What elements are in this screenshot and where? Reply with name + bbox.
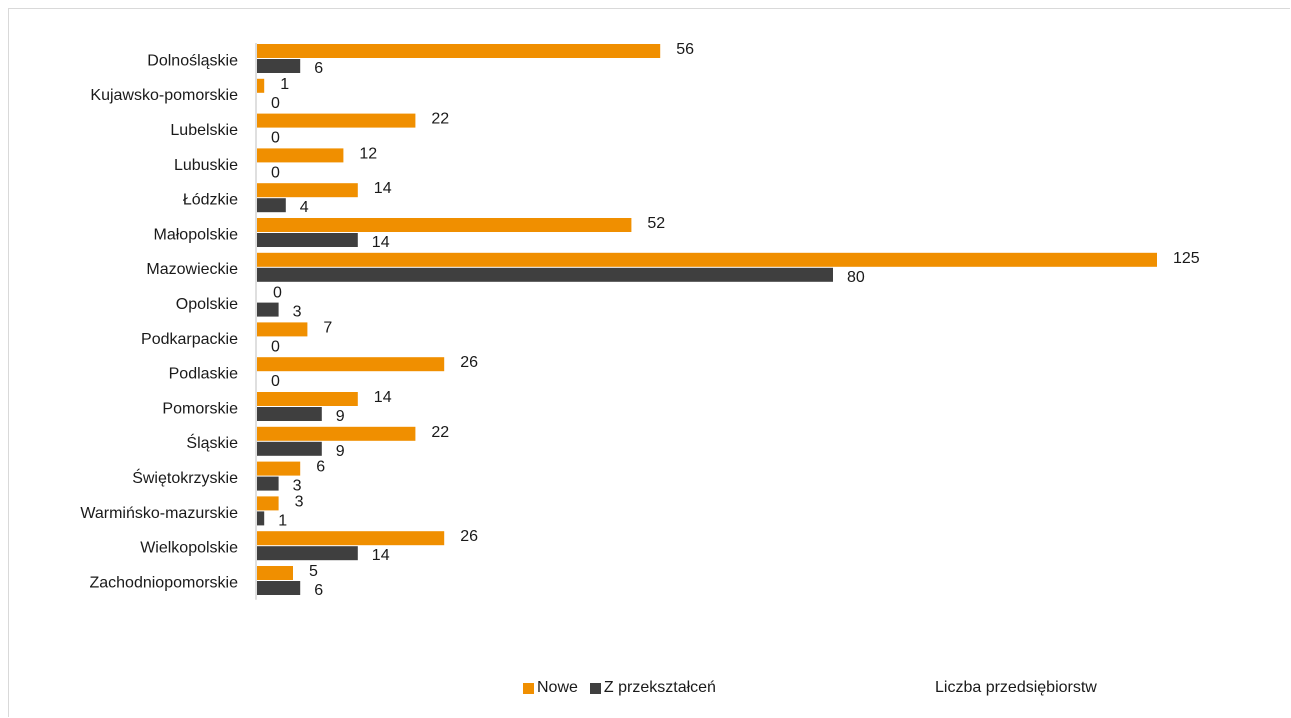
chart-frame — [8, 8, 1290, 717]
value-label-z-przeksztalcen-dolnoslaskie: 6 — [314, 60, 323, 77]
value-label-z-przeksztalcen-wielkopolskie: 14 — [372, 547, 390, 564]
legend-item-z-przeksztalcen: Z przekształceń — [589, 679, 716, 697]
value-label-z-przeksztalcen-lubuskie: 0 — [271, 164, 280, 181]
value-label-nowe-mazowieckie: 125 — [1173, 250, 1200, 267]
bar-z-przeksztalcen-swietokrzyskie — [257, 476, 279, 491]
bar-nowe-slaskie — [257, 426, 416, 441]
category-label-opolskie: Opolskie — [176, 296, 238, 313]
value-label-nowe-warminsko-mazurskie: 3 — [295, 493, 304, 510]
category-label-swietokrzyskie: Świętokrzyskie — [132, 468, 238, 487]
value-label-nowe-lubuskie: 12 — [359, 145, 377, 162]
category-label-malopolskie: Małopolskie — [154, 226, 239, 243]
value-label-z-przeksztalcen-pomorskie: 9 — [336, 408, 345, 425]
bar-z-przeksztalcen-mazowieckie — [257, 267, 833, 282]
bar-nowe-kujawsko-pomorskie — [257, 78, 265, 93]
value-label-z-przeksztalcen-mazowieckie: 80 — [847, 269, 865, 286]
value-label-z-przeksztalcen-warminsko-mazurskie: 1 — [278, 512, 287, 529]
value-label-z-przeksztalcen-opolskie: 3 — [293, 304, 302, 321]
value-label-z-przeksztalcen-swietokrzyskie: 3 — [293, 478, 302, 495]
value-label-nowe-zachodniopomorskie: 5 — [309, 563, 318, 580]
bar-nowe-malopolskie — [257, 218, 632, 232]
value-label-nowe-opolskie: 0 — [273, 285, 282, 302]
axis-title: Liczba przedsiębiorstw — [935, 679, 1097, 696]
value-label-z-przeksztalcen-podlaskie: 0 — [271, 373, 280, 390]
bar-z-przeksztalcen-dolnoslaskie — [257, 59, 301, 73]
category-label-zachodniopomorskie: Zachodniopomorskie — [89, 574, 238, 591]
bar-nowe-podkarpackie — [257, 322, 308, 337]
bar-z-przeksztalcen-wielkopolskie — [257, 546, 358, 561]
legend: Nowe Z przekształceń — [523, 679, 728, 697]
value-label-nowe-malopolskie: 52 — [647, 215, 665, 232]
category-label-podlaskie: Podlaskie — [169, 366, 238, 383]
category-label-pomorskie: Pomorskie — [162, 400, 238, 417]
bar-nowe-podlaskie — [257, 357, 445, 372]
category-label-lodzkie: Łódzkie — [183, 192, 238, 209]
legend-label-z-przeksztalcen: Z przekształceń — [603, 679, 716, 696]
category-label-wielkopolskie: Wielkopolskie — [140, 540, 238, 557]
value-label-nowe-slaskie: 22 — [431, 424, 449, 441]
bar-nowe-swietokrzyskie — [257, 461, 301, 476]
legend-label-nowe: Nowe — [537, 679, 578, 696]
value-label-nowe-swietokrzyskie: 6 — [316, 459, 325, 476]
value-label-nowe-podkarpackie: 7 — [323, 319, 332, 336]
bar-nowe-dolnoslaskie — [257, 44, 661, 58]
value-label-z-przeksztalcen-podkarpackie: 0 — [271, 338, 280, 355]
category-label-lubuskie: Lubuskie — [174, 157, 238, 174]
bar-nowe-lubelskie — [257, 113, 416, 128]
value-label-nowe-pomorskie: 14 — [374, 389, 392, 406]
value-label-z-przeksztalcen-malopolskie: 14 — [372, 234, 390, 251]
bar-nowe-pomorskie — [257, 392, 358, 406]
value-label-z-przeksztalcen-slaskie: 9 — [336, 443, 345, 460]
value-label-z-przeksztalcen-zachodniopomorskie: 6 — [314, 582, 323, 599]
bar-nowe-lubuskie — [257, 148, 344, 163]
legend-swatch-nowe — [523, 682, 534, 694]
bar-nowe-mazowieckie — [257, 252, 1157, 267]
category-label-lubelskie: Lubelskie — [170, 122, 238, 139]
bar-z-przeksztalcen-pomorskie — [257, 407, 322, 421]
bar-z-przeksztalcen-lodzkie — [257, 198, 286, 213]
category-label-dolnoslaskie: Dolnośląskie — [147, 52, 238, 69]
category-labels: Dolnośląskie Kujawsko-pomorskie Lubelskie L… — [80, 52, 238, 591]
value-label-z-przeksztalcen-lubelskie: 0 — [271, 130, 280, 147]
bar-nowe-warminsko-mazurskie — [257, 496, 279, 511]
bar-nowe-zachodniopomorskie — [257, 566, 293, 580]
category-label-podkarpackie: Podkarpackie — [141, 331, 238, 348]
legend-swatch-z-przeksztalcen — [589, 682, 601, 694]
bar-nowe-wielkopolskie — [257, 531, 445, 546]
bar-nowe-lodzkie — [257, 183, 358, 198]
bar-z-przeksztalcen-slaskie — [257, 441, 322, 456]
category-label-slaskie: Śląskie — [186, 433, 238, 452]
bars — [257, 44, 1157, 595]
value-label-nowe-podlaskie: 26 — [460, 354, 478, 371]
value-label-z-przeksztalcen-lodzkie: 4 — [300, 199, 309, 216]
bar-z-przeksztalcen-warminsko-mazurskie — [257, 511, 265, 526]
value-label-nowe-lodzkie: 14 — [374, 180, 392, 197]
value-label-z-przeksztalcen-kujawsko-pomorskie: 0 — [271, 95, 280, 112]
bar-z-przeksztalcen-opolskie — [257, 302, 279, 317]
value-label-nowe-kujawsko-pomorskie: 1 — [280, 76, 289, 93]
data-labels: 5661022012014452141258003702601492296331… — [271, 41, 1200, 599]
value-label-nowe-dolnoslaskie: 56 — [676, 41, 694, 58]
bar-z-przeksztalcen-zachodniopomorskie — [257, 581, 301, 595]
category-label-mazowieckie: Mazowieckie — [146, 261, 238, 278]
value-label-nowe-lubelskie: 22 — [431, 111, 449, 128]
legend-item-nowe: Nowe — [523, 679, 578, 697]
category-label-warminsko-mazurskie: Warmińsko-mazurskie — [80, 505, 238, 522]
bar-z-przeksztalcen-malopolskie — [257, 233, 358, 247]
value-label-nowe-wielkopolskie: 26 — [460, 528, 478, 545]
category-label-kujawsko-pomorskie: Kujawsko-pomorskie — [90, 87, 238, 104]
